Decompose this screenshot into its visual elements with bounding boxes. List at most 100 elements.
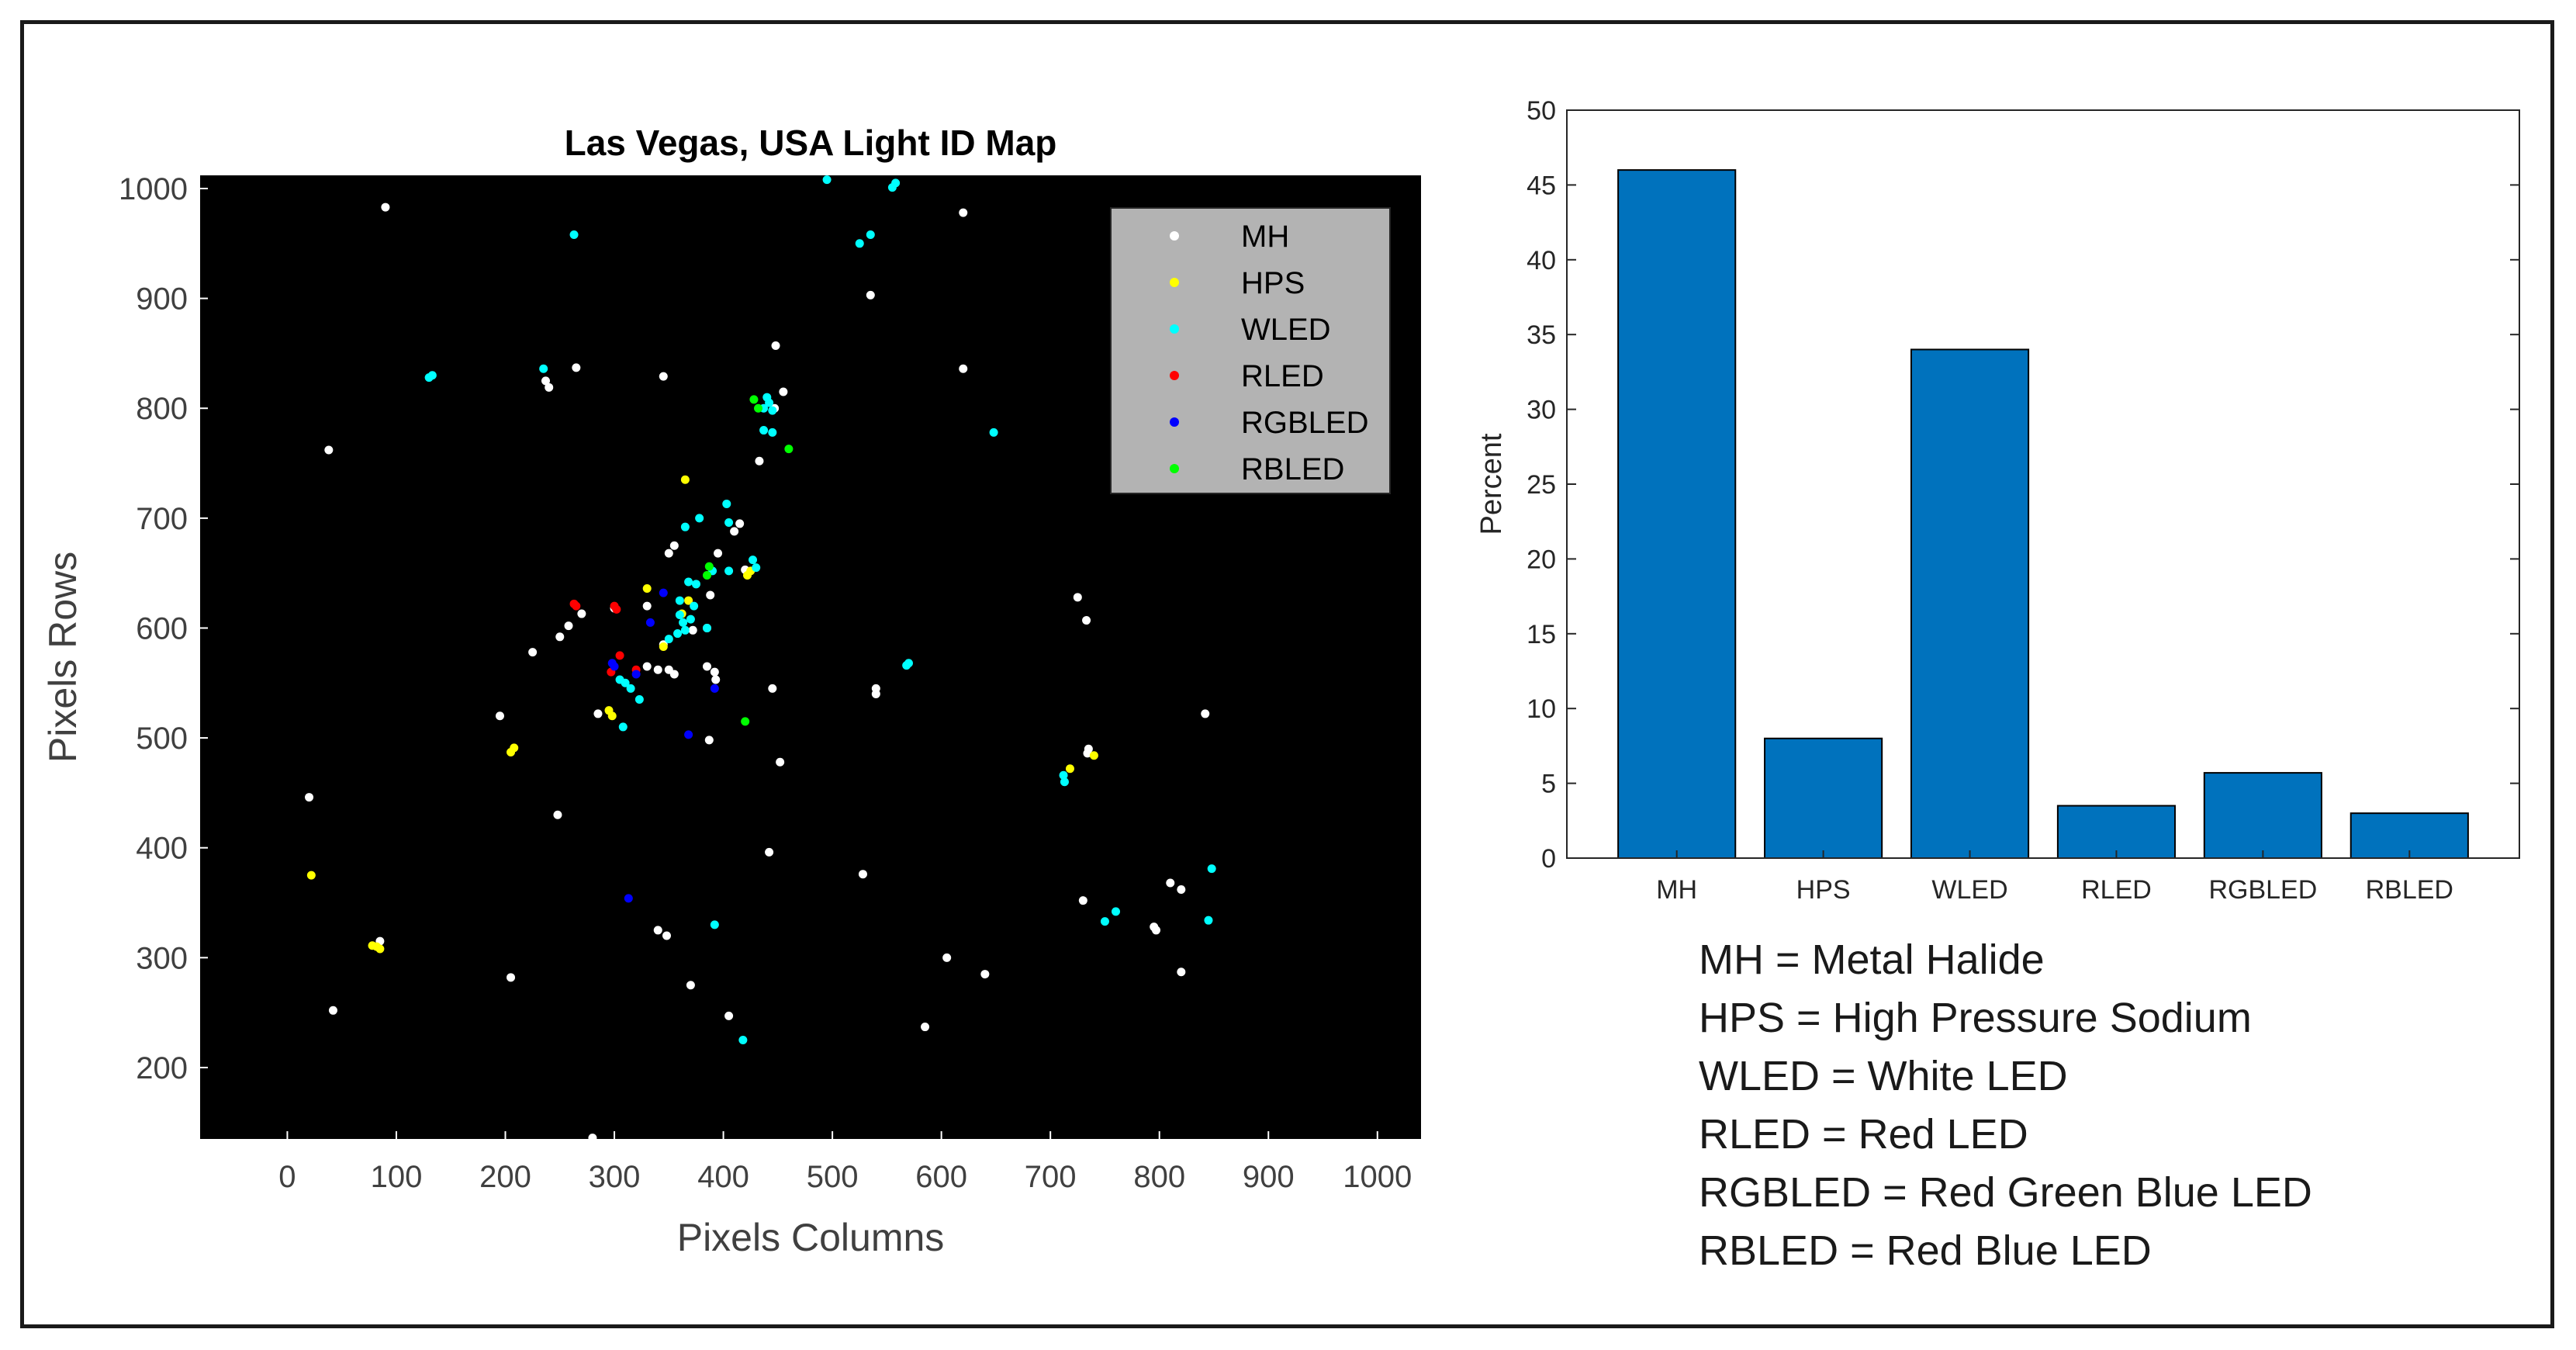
point-rled	[572, 601, 581, 611]
point-mh	[1166, 878, 1175, 888]
point-wled	[866, 230, 875, 239]
point-wled	[695, 514, 704, 523]
bar-y-tick-label: 5	[1541, 770, 1556, 799]
point-mh	[659, 372, 668, 381]
point-mh	[724, 1011, 734, 1020]
point-wled	[822, 175, 832, 185]
bar-y-tick-label: 50	[1527, 96, 1556, 126]
bar-y-axis-label: Percent	[1475, 433, 1508, 535]
bar-wled	[1910, 348, 2030, 860]
x-tick-label: 600	[915, 1160, 967, 1194]
point-mh	[328, 1006, 337, 1015]
x-tick-label: 100	[371, 1160, 423, 1194]
point-mh	[959, 364, 968, 373]
point-wled	[621, 678, 630, 687]
point-wled	[675, 596, 684, 605]
x-tick-label: 300	[589, 1160, 641, 1194]
point-hps	[659, 642, 668, 652]
point-wled	[702, 623, 711, 632]
bar-y-tick-label: 30	[1527, 396, 1556, 425]
legend-label-hps: HPS	[1241, 266, 1305, 300]
point-mh	[653, 665, 662, 674]
point-hps	[684, 596, 693, 605]
bar-rbled	[2350, 812, 2469, 860]
y-tick-label: 900	[136, 282, 188, 317]
point-mh	[771, 341, 780, 351]
point-mh	[755, 456, 764, 466]
y-tick-label: 600	[136, 611, 188, 646]
bar-mh	[1617, 169, 1737, 859]
point-hps	[1089, 751, 1098, 760]
legend-label-rbled: RBLED	[1241, 452, 1344, 486]
scatter-points	[305, 175, 1216, 1143]
y-tick-label: 200	[136, 1051, 188, 1085]
point-wled	[664, 635, 673, 644]
x-tick-label: 1000	[1343, 1160, 1412, 1194]
point-mh	[768, 684, 777, 693]
point-hps	[507, 748, 516, 757]
point-wled	[1204, 916, 1213, 925]
point-wled	[1100, 917, 1109, 926]
point-mh	[1083, 749, 1092, 758]
point-mh	[706, 590, 715, 600]
abbreviation-rgbled: RGBLED = Red Green Blue LED	[1699, 1169, 2312, 1216]
bar-rled	[2056, 805, 2177, 860]
y-tick-label: 800	[136, 392, 188, 426]
point-mh	[669, 541, 679, 550]
legend-marker-rgbled	[1170, 417, 1179, 427]
bar-x-tick-label: RLED	[2081, 875, 2152, 905]
point-mh	[858, 870, 867, 879]
legend-label-mh: MH	[1241, 220, 1289, 254]
point-wled	[855, 239, 864, 248]
point-rgbled	[710, 684, 719, 693]
point-rgbled	[631, 670, 641, 679]
point-wled	[680, 625, 690, 635]
point-mh	[662, 931, 671, 940]
point-wled	[679, 618, 688, 627]
bar-x-tick-label: RGBLED	[2208, 875, 2317, 905]
point-mh	[980, 970, 990, 979]
y-tick-label: 700	[136, 502, 188, 536]
x-tick-label: 900	[1243, 1160, 1295, 1194]
legend-label-wled: WLED	[1241, 313, 1331, 347]
x-tick-label: 500	[807, 1160, 859, 1194]
point-wled	[1059, 770, 1068, 780]
scatter-legend: MH HPS WLED RLED RGBLED RBLED	[1110, 207, 1391, 494]
point-mh	[541, 376, 550, 386]
point-wled	[902, 661, 911, 670]
scatter-x-axis-label: Pixels Columns	[677, 1216, 945, 1259]
point-wled	[724, 566, 734, 576]
legend-marker-rled	[1170, 371, 1179, 380]
point-rgbled	[684, 730, 693, 739]
x-tick-label: 200	[479, 1160, 531, 1194]
bar-y-tick-label: 20	[1527, 545, 1556, 574]
point-wled	[684, 577, 693, 587]
point-wled	[768, 406, 777, 415]
point-wled	[989, 428, 998, 437]
scatter-y-axis-label: Pixels Rows	[41, 552, 85, 763]
point-mh	[765, 847, 774, 857]
point-wled	[1060, 777, 1069, 787]
y-tick-label: 400	[136, 832, 188, 866]
legend-box	[1110, 207, 1391, 494]
point-mh	[555, 632, 565, 642]
point-wled	[569, 230, 579, 239]
point-wled	[634, 695, 644, 704]
point-wled	[686, 614, 695, 624]
bar-x-tick-label: WLED	[1931, 875, 2007, 905]
abbreviation-mh: MH = Metal Halide	[1699, 936, 2045, 983]
point-wled	[722, 499, 731, 508]
point-mh	[1177, 968, 1186, 977]
bar-y-tick-label: 45	[1527, 171, 1556, 200]
point-wled	[710, 920, 719, 929]
point-mh	[642, 601, 652, 611]
point-rbled	[784, 445, 794, 454]
point-mh	[664, 549, 673, 558]
legend-label-rgbled: RGBLED	[1241, 406, 1369, 440]
point-mh	[653, 926, 662, 935]
point-wled	[424, 373, 434, 382]
scatter-y-ticks: 200 300 400 500 600 700 800 900 1000	[119, 172, 208, 1085]
bar-y-tick-label: 40	[1527, 246, 1556, 275]
bar-rgbled	[2203, 772, 2322, 859]
